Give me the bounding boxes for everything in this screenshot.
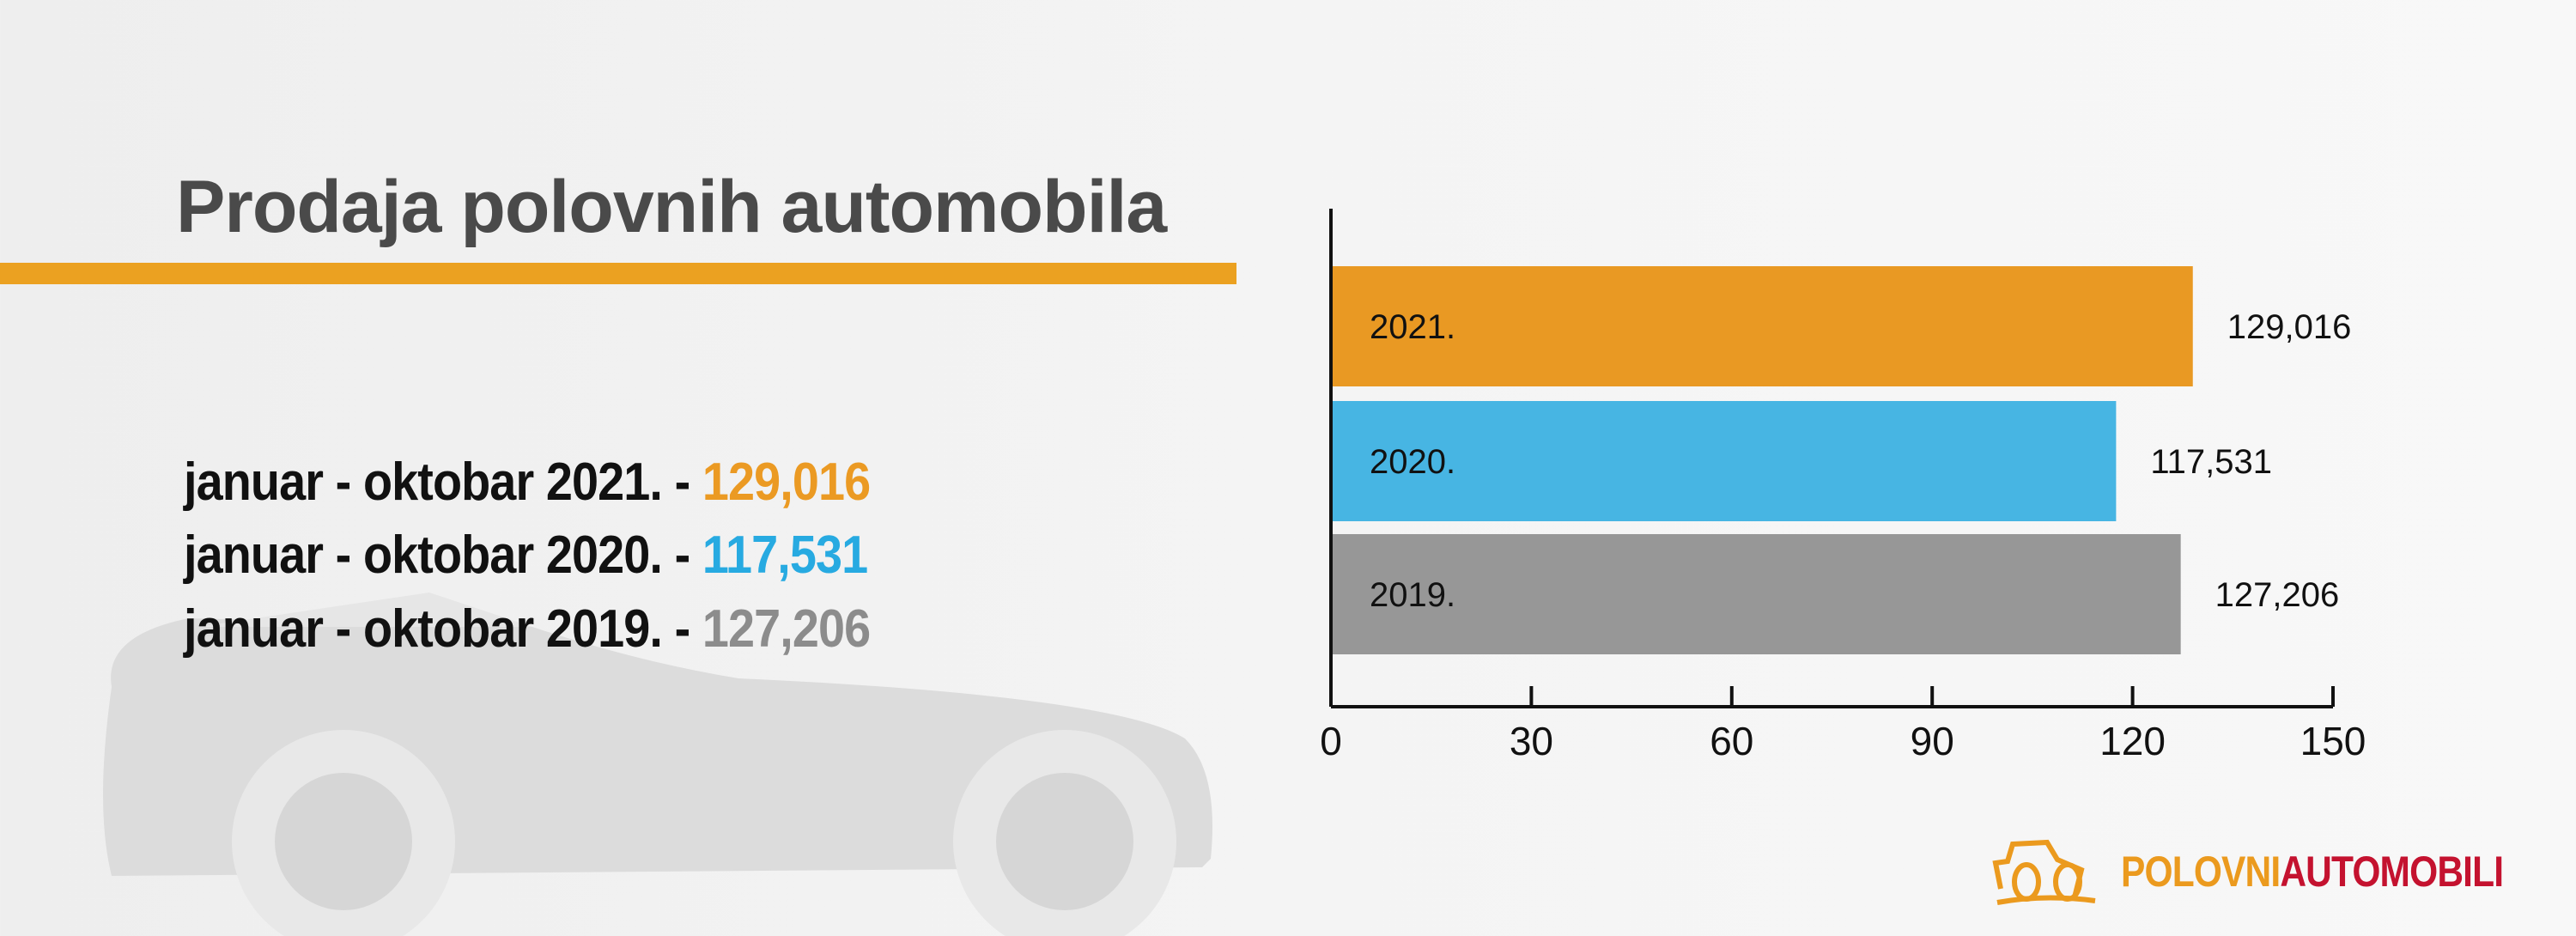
page-title: Prodaja polovnih automobila	[176, 166, 1167, 248]
x-tick-label: 30	[1510, 719, 1553, 763]
data-label: 117,531	[2150, 443, 2272, 481]
summary-value: 117,531	[702, 526, 868, 585]
bar	[1331, 266, 2193, 386]
x-tick-label: 120	[2099, 719, 2166, 763]
logo-text-automobili: AUTOMOBILI	[2280, 848, 2504, 896]
polovniautomobili-logo: POLOVNIAUTOMOBILI	[1992, 837, 2571, 906]
summary-line-2019: januar - oktobar 2019. - 127,206	[184, 599, 871, 659]
summary-value: 127,206	[702, 599, 871, 659]
x-tick-label: 0	[1320, 719, 1342, 763]
summary-line-2021: januar - oktobar 2021. - 129,016	[184, 452, 871, 513]
bar	[1331, 534, 2181, 654]
x-tick-label: 60	[1710, 719, 1753, 763]
x-tick-label: 150	[2300, 719, 2366, 763]
category-label: 2019.	[1370, 576, 1455, 614]
bar	[1331, 401, 2117, 521]
category-label: 2020.	[1370, 443, 1455, 481]
summary-label: januar - oktobar 2019. -	[184, 599, 702, 659]
title-underline	[0, 263, 1236, 284]
car-silhouette-icon	[103, 593, 1212, 936]
car-logo-icon	[1992, 839, 2096, 905]
x-tick-label: 90	[1911, 719, 1954, 763]
summary-label: januar - oktobar 2020. -	[184, 526, 702, 585]
logo-text-polovni: POLOVNI	[2121, 848, 2281, 896]
data-label: 129,016	[2227, 308, 2352, 346]
summary-value: 129,016	[702, 453, 871, 512]
summary-label: januar - oktobar 2021. -	[184, 453, 702, 512]
category-label: 2021.	[1370, 308, 1455, 346]
data-label: 127,206	[2215, 576, 2340, 614]
summary-line-2020: januar - oktobar 2020. - 117,531	[184, 525, 868, 586]
